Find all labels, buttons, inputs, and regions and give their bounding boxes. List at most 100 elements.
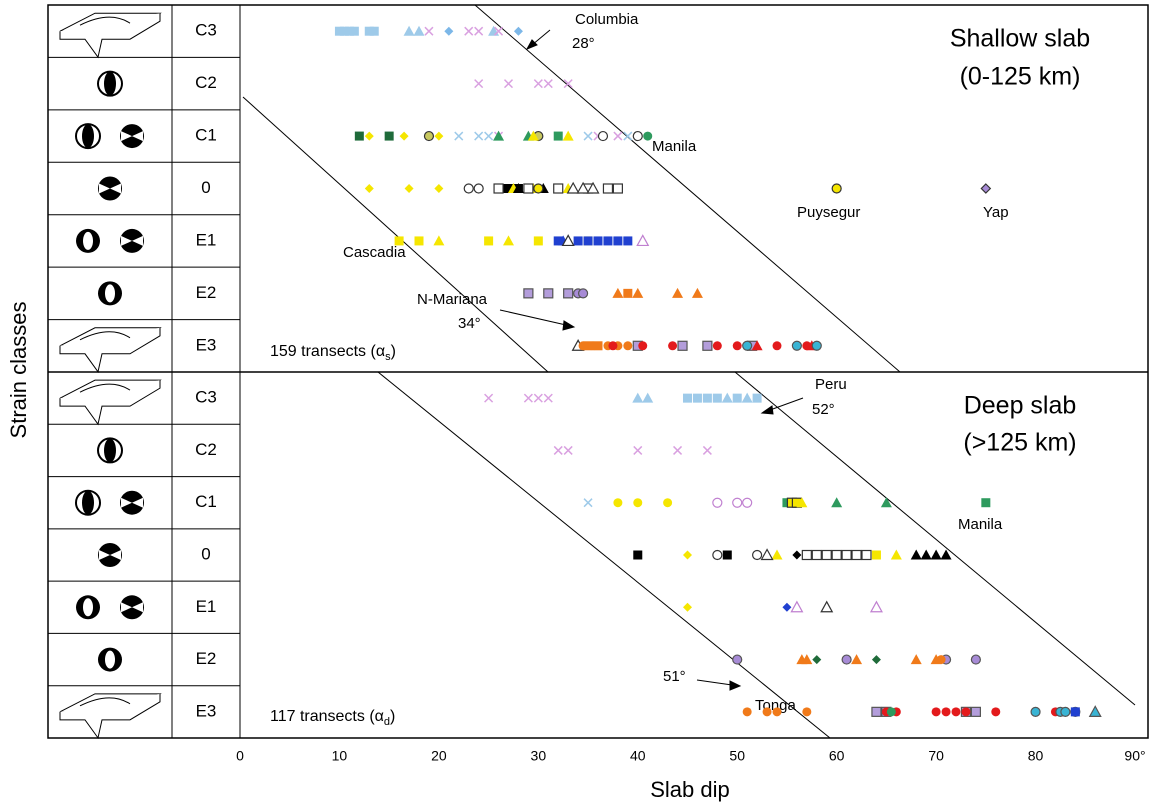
slab-icon [59,327,162,373]
ball-lens [82,124,94,149]
point [980,183,992,194]
row-label: E2 [196,649,217,668]
point [566,181,580,194]
point [801,654,813,665]
point [821,549,832,561]
beachball [98,176,122,201]
row-label: C3 [195,388,217,407]
point [593,341,603,351]
point [683,602,692,612]
row-label: C1 [195,492,217,511]
point [742,497,753,508]
point [886,707,896,717]
point [752,549,763,561]
point [608,341,618,351]
point [484,236,494,246]
point [474,26,484,36]
row-label: E3 [196,335,217,354]
point [493,183,504,194]
row-label: C2 [195,440,217,459]
ball-lens [104,71,116,96]
x-tick-label: 60 [829,748,845,764]
point [772,341,782,351]
panel-title: Deep slab [964,392,1077,420]
point [597,130,609,142]
point [414,236,424,246]
ball-lens [82,490,94,515]
trend-line [474,4,901,373]
point [851,654,863,665]
slab-curve [79,331,131,341]
annotation: Puysegur [797,204,860,221]
point [583,131,593,141]
point [712,341,722,351]
point [721,392,733,403]
count-text: 159 transects (α [270,343,385,360]
point [553,183,564,194]
point [613,498,623,508]
y-axis-label: Strain classes [6,302,31,439]
point [732,341,742,351]
ball-lens [104,438,116,463]
row-label: E1 [196,230,217,249]
trend-line [242,96,549,373]
point [970,654,981,665]
ball-lens [105,284,115,303]
point [920,549,932,560]
count-text: ) [390,708,395,725]
point [751,340,763,351]
point [484,131,494,141]
point [339,26,349,36]
point [394,236,404,246]
slab-side [59,380,161,426]
point [602,183,614,194]
point [811,549,822,561]
point [638,341,648,351]
ball-wedge [99,550,121,560]
point [576,181,590,194]
beachball [76,228,100,253]
annotation: Yap [983,204,1009,221]
point [543,393,553,403]
point [632,392,644,403]
point [543,79,553,89]
point [970,706,981,717]
point [702,393,712,403]
point [493,130,505,141]
slab-icon [59,12,162,59]
point [741,392,753,403]
point [364,131,374,141]
count-sub: d [384,716,390,728]
point [623,341,633,351]
point [527,130,539,141]
point [503,79,514,89]
point [334,26,344,36]
beachball [120,595,144,620]
point [433,235,445,246]
point [772,707,782,717]
point [792,550,802,560]
point [890,549,902,560]
point [577,288,589,299]
point [732,393,742,403]
point [553,131,563,141]
point [561,234,575,247]
point [513,26,523,36]
annotation: 52° [812,401,835,418]
point [473,183,484,194]
count-text: 117 transects (α [270,708,384,725]
annotation: Manila [958,516,1003,533]
point [523,288,534,299]
x-tick-label: 50 [729,748,745,764]
point [354,131,364,141]
point [991,707,1001,717]
point [930,549,942,560]
point [931,707,941,717]
point [869,600,883,613]
beachball [97,70,123,97]
point [364,26,374,36]
point [861,549,872,561]
point [633,445,643,455]
point [636,234,650,247]
point [742,340,753,351]
